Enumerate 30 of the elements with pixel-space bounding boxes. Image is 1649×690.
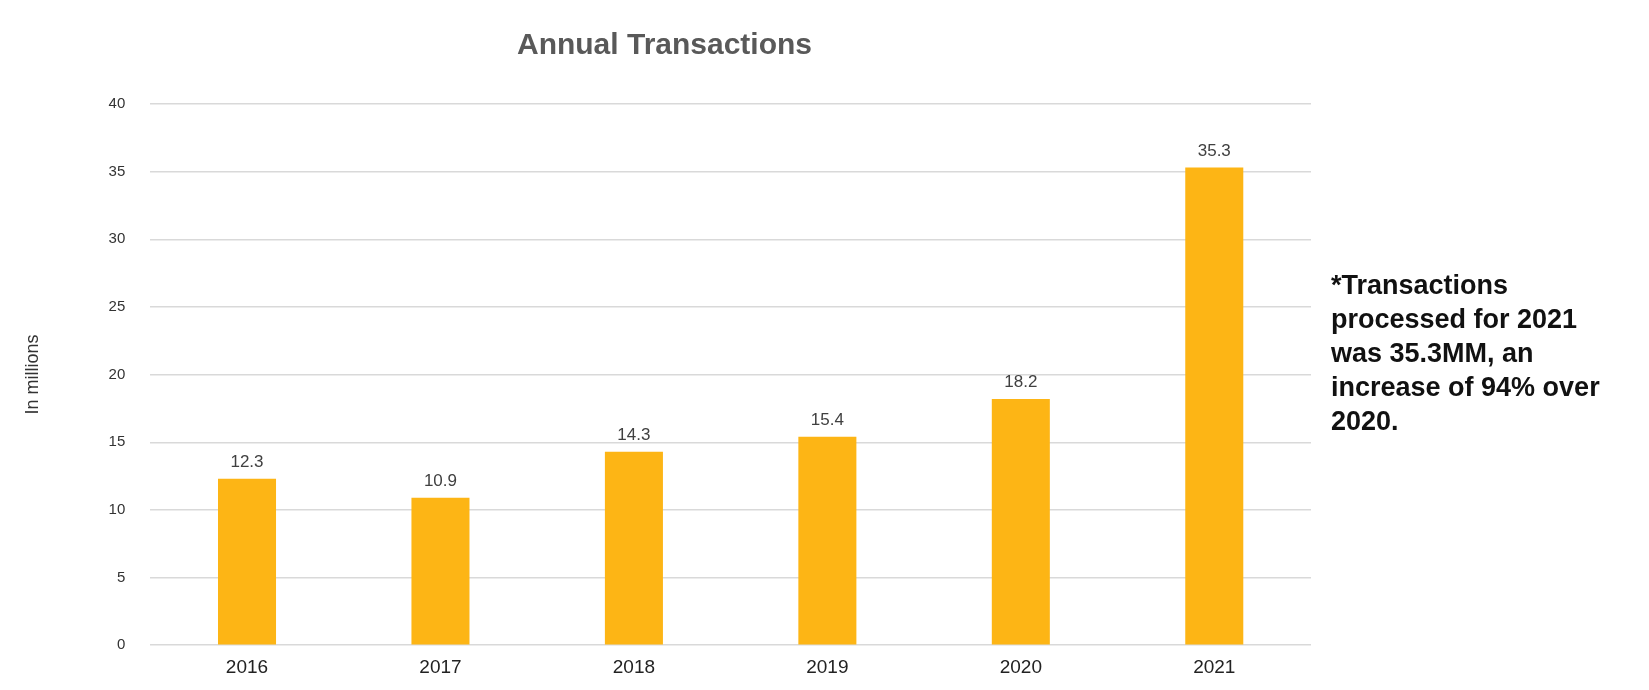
- text: *Transactions processed for 2021 was 35.3MM, an increase of 94% over 2020.: [1330, 269, 1601, 436]
- bar: [1185, 167, 1244, 645]
- y-tick-label: 5: [116, 567, 126, 585]
- bar: [411, 497, 470, 645]
- x-tick-label: 2020: [999, 655, 1042, 677]
- x-tick-label: 2016: [225, 655, 269, 677]
- y-tick-label: 15: [108, 432, 126, 450]
- y-tick-label: 20: [108, 364, 126, 382]
- x-tick-label: 2021: [1193, 655, 1236, 677]
- data-label: 10.9: [423, 470, 458, 490]
- chart-title: Annual Transactions: [516, 27, 813, 61]
- x-tick-label: 2018: [612, 655, 656, 677]
- bar: [217, 478, 277, 645]
- y-axis-title: In millions: [21, 334, 42, 415]
- y-tick-label: 0: [116, 635, 126, 653]
- x-tick-label: 2019: [806, 655, 849, 677]
- y-tick-label: 10: [108, 500, 126, 518]
- data-label: 18.2: [1004, 372, 1038, 392]
- x-tick-label: 2017: [419, 655, 462, 677]
- data-label: 15.4: [810, 410, 844, 430]
- data-label: 14.3: [617, 424, 651, 444]
- y-tick-label: 30: [108, 229, 126, 247]
- y-tick-label: 25: [108, 297, 126, 315]
- bar: [991, 398, 1050, 645]
- y-tick-label: 40: [108, 94, 126, 112]
- data-label: 12.3: [230, 451, 264, 471]
- y-tick-label: 35: [108, 161, 126, 179]
- bar: [604, 451, 663, 645]
- bar: [798, 436, 857, 645]
- data-label: 35.3: [1197, 140, 1231, 160]
